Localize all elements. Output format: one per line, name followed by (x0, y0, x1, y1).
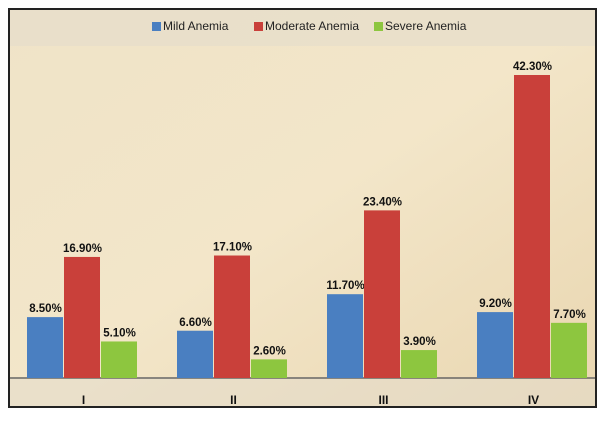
bar (251, 359, 287, 378)
data-label: 5.10% (103, 327, 136, 339)
x-tick-label: IV (528, 393, 539, 407)
data-label: 7.70% (553, 309, 586, 321)
bar (477, 312, 513, 378)
bar (364, 210, 400, 378)
data-label: 23.40% (363, 196, 402, 208)
data-label: 2.60% (253, 345, 286, 357)
x-tick-label: III (378, 393, 388, 407)
bar (514, 75, 550, 378)
bar (214, 255, 250, 378)
legend-label: Mild Anemia (163, 19, 229, 33)
legend-swatch (374, 22, 383, 31)
data-label: 11.70% (326, 280, 364, 292)
bar (401, 350, 437, 378)
data-label: 8.50% (29, 303, 62, 315)
bar (64, 256, 100, 378)
bar (327, 294, 363, 378)
legend-band (10, 10, 595, 46)
bar (177, 330, 213, 378)
data-label: 17.10% (213, 242, 252, 254)
x-tick-label: II (230, 393, 237, 407)
legend-swatch (152, 22, 161, 31)
bar (27, 317, 63, 378)
data-label: 6.60% (179, 317, 212, 329)
legend-label: Moderate Anemia (265, 19, 359, 33)
bar (101, 341, 137, 378)
data-label: 9.20% (479, 298, 512, 310)
legend-swatch (254, 22, 263, 31)
axis-band (10, 379, 595, 406)
data-label: 42.30% (513, 61, 552, 73)
legend-label: Severe Anemia (385, 19, 467, 33)
x-tick-label: I (82, 393, 85, 407)
data-label: 16.90% (63, 243, 102, 255)
data-label: 3.90% (403, 336, 436, 348)
bar (551, 322, 587, 378)
